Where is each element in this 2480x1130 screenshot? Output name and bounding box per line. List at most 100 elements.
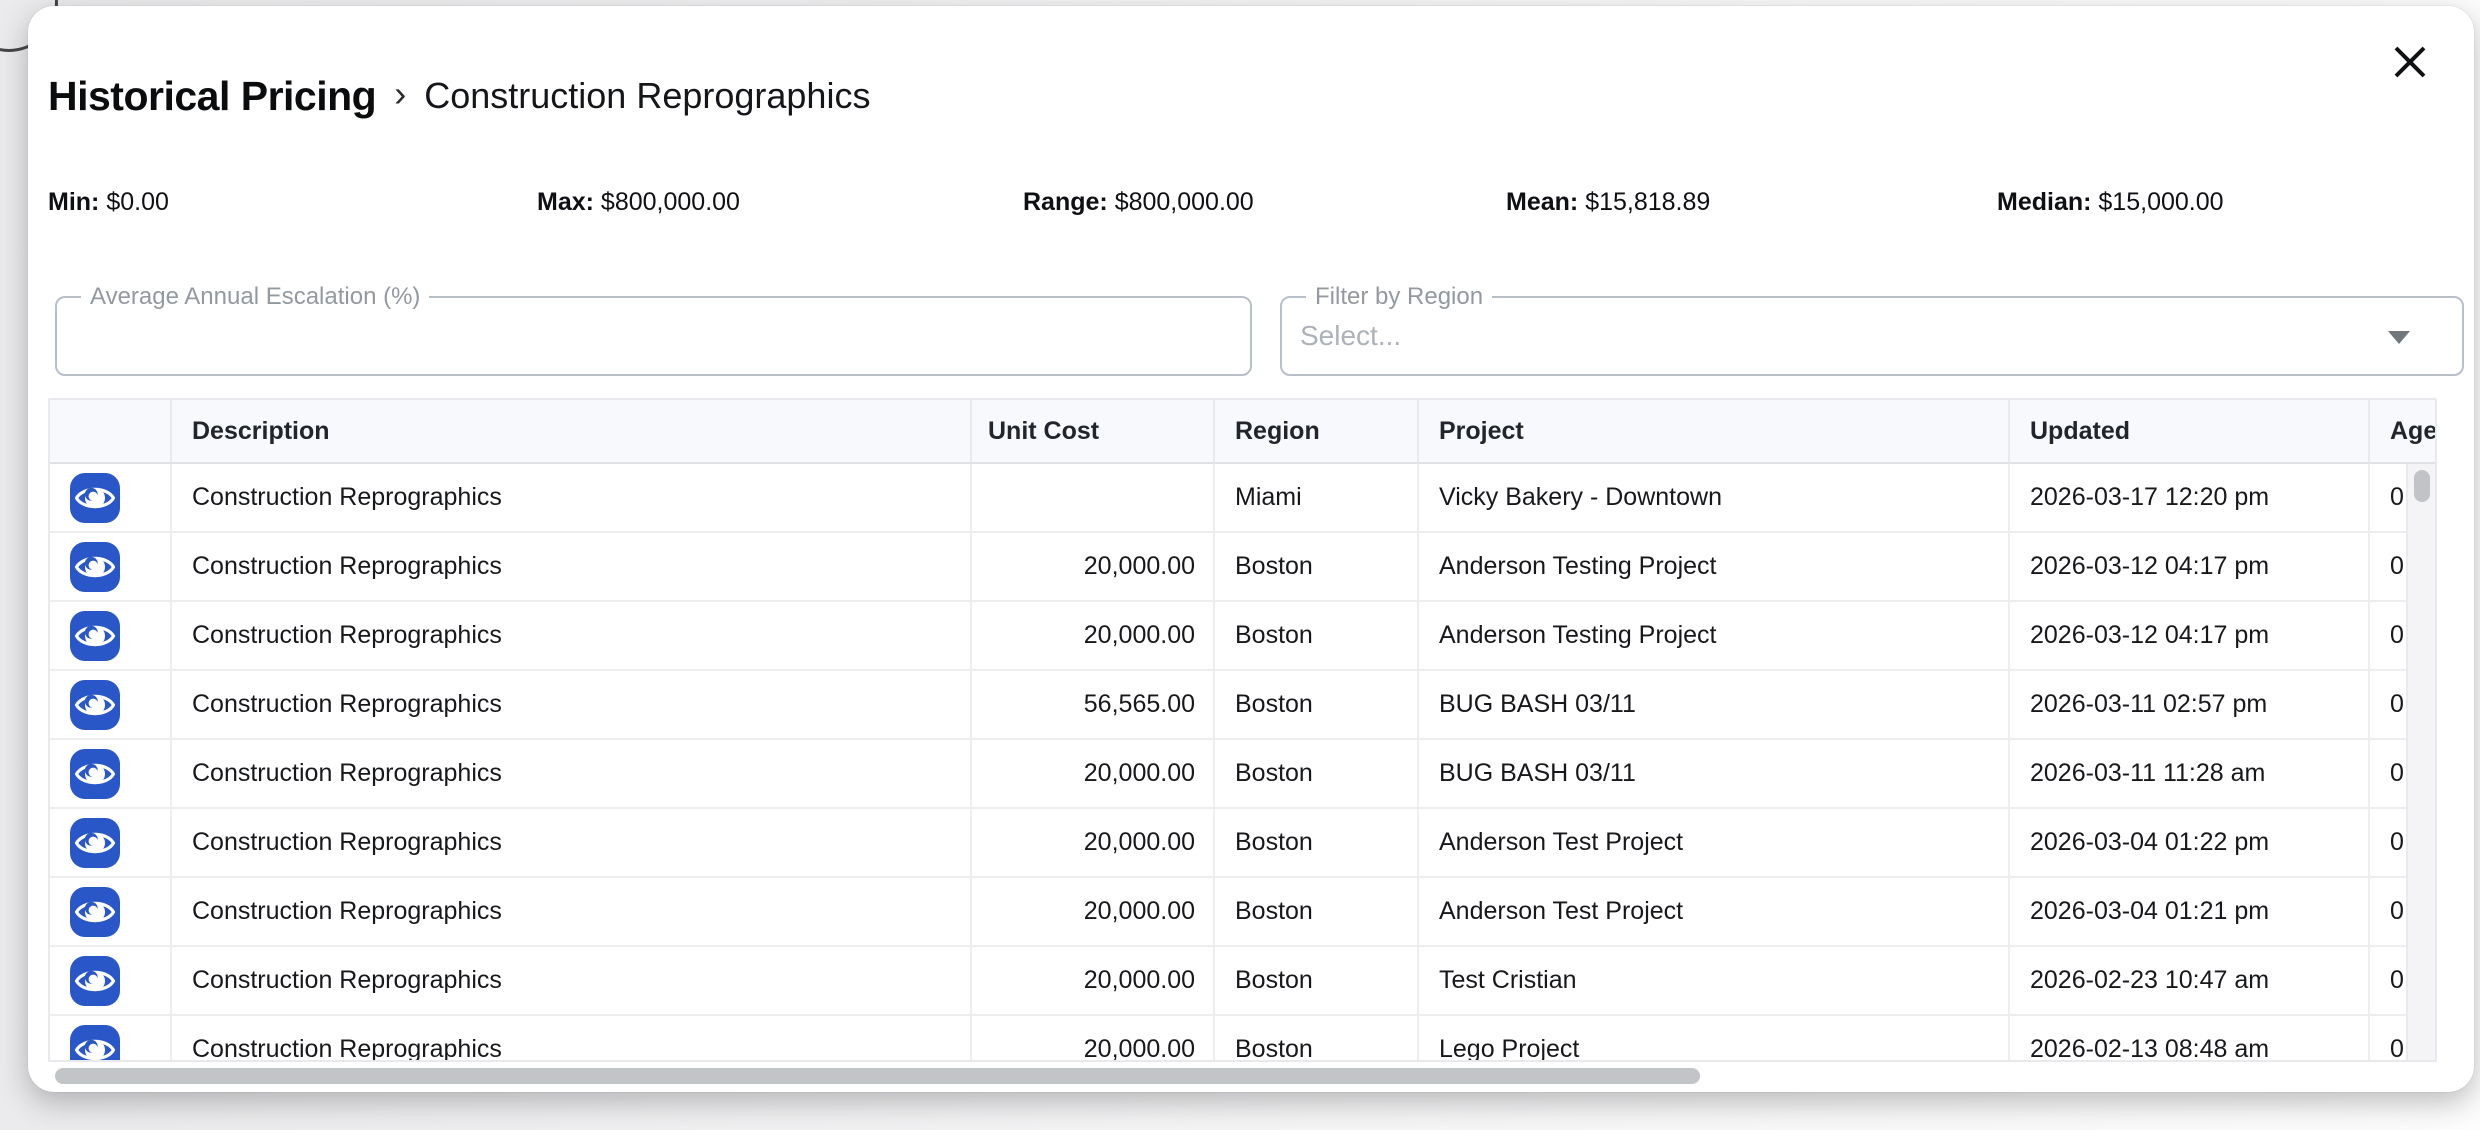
cell-unit-cost: 20,000.00 xyxy=(972,533,1215,602)
stat-median-value: $15,000.00 xyxy=(2098,188,2224,216)
cell-region: Boston xyxy=(1215,1016,1419,1060)
stat-median: Median: $15,000.00 xyxy=(1997,188,2224,217)
eye-icon xyxy=(74,763,116,784)
cell-view xyxy=(50,533,172,602)
cell-description: Construction Reprographics xyxy=(172,878,972,947)
cell-project: Lego Project xyxy=(1419,1016,2010,1060)
region-filter-select[interactable]: Filter by Region Select... xyxy=(1280,283,2464,376)
page-title: Historical Pricing xyxy=(48,72,377,119)
vertical-scrollbar[interactable] xyxy=(2414,470,2430,502)
close-icon xyxy=(2394,46,2426,78)
table-row: Construction Reprographics 20,000.00 Bos… xyxy=(50,809,2435,878)
cell-updated: 2026-02-23 10:47 am xyxy=(2010,947,2370,1016)
view-row-button[interactable] xyxy=(70,610,120,661)
cell-updated: 2026-03-12 04:17 pm xyxy=(2010,533,2370,602)
table-header-row: Description Unit Cost Region Project Upd… xyxy=(50,400,2435,464)
cell-description: Construction Reprographics xyxy=(172,533,972,602)
eye-icon xyxy=(74,556,116,577)
table-row: Construction Reprographics 20,000.00 Bos… xyxy=(50,878,2435,947)
table-body: Construction Reprographics Miami Vicky B… xyxy=(50,464,2435,1060)
cell-updated: 2026-03-12 04:17 pm xyxy=(2010,602,2370,671)
stat-min-label: Min: xyxy=(48,188,100,216)
col-header-updated: Updated xyxy=(2010,400,2370,464)
cell-view xyxy=(50,947,172,1016)
eye-icon xyxy=(74,832,116,853)
region-filter-placeholder: Select... xyxy=(1300,320,1402,351)
cell-region: Boston xyxy=(1215,533,1419,602)
view-row-button[interactable] xyxy=(70,679,120,730)
cell-updated: 2026-03-11 02:57 pm xyxy=(2010,671,2370,740)
cell-project: BUG BASH 03/11 xyxy=(1419,740,2010,809)
cell-region: Boston xyxy=(1215,809,1419,878)
eye-icon xyxy=(74,901,116,922)
eye-icon xyxy=(74,1039,116,1060)
cell-project: Vicky Bakery - Downtown xyxy=(1419,464,2010,533)
breadcrumb-separator: › xyxy=(394,73,407,114)
cell-view xyxy=(50,1016,172,1060)
table-row: Construction Reprographics 56,565.00 Bos… xyxy=(50,671,2435,740)
eye-icon xyxy=(74,694,116,715)
eye-icon xyxy=(74,487,116,508)
cell-view xyxy=(50,602,172,671)
cell-unit-cost: 20,000.00 xyxy=(972,602,1215,671)
stat-range-label: Range: xyxy=(1023,188,1108,216)
stat-range-value: $800,000.00 xyxy=(1114,188,1254,216)
col-header-view xyxy=(50,400,172,464)
eye-icon xyxy=(74,625,116,646)
cell-project: Anderson Test Project xyxy=(1419,878,2010,947)
cell-description: Construction Reprographics xyxy=(172,809,972,878)
cell-view xyxy=(50,740,172,809)
view-row-button[interactable] xyxy=(70,955,120,1006)
cell-description: Construction Reprographics xyxy=(172,740,972,809)
cell-region: Boston xyxy=(1215,878,1419,947)
table-row: Construction Reprographics 20,000.00 Bos… xyxy=(50,1016,2435,1060)
cell-description: Construction Reprographics xyxy=(172,671,972,740)
region-filter-label: Filter by Region xyxy=(1306,283,1493,311)
escalation-field[interactable] xyxy=(73,304,1238,368)
table-row: Construction Reprographics 20,000.00 Bos… xyxy=(50,602,2435,671)
view-row-button[interactable] xyxy=(70,1024,120,1060)
view-row-button[interactable] xyxy=(70,472,120,523)
view-row-button[interactable] xyxy=(70,817,120,868)
cell-updated: 2026-03-11 11:28 am xyxy=(2010,740,2370,809)
cell-region: Boston xyxy=(1215,740,1419,809)
pricing-table: Description Unit Cost Region Project Upd… xyxy=(50,400,2435,1060)
table-row: Construction Reprographics 20,000.00 Bos… xyxy=(50,947,2435,1016)
cell-unit-cost: 20,000.00 xyxy=(972,1016,1215,1060)
cell-description: Construction Reprographics xyxy=(172,947,972,1016)
horizontal-scrollbar[interactable] xyxy=(55,1068,1700,1084)
cell-description: Construction Reprographics xyxy=(172,1016,972,1060)
cell-region: Boston xyxy=(1215,947,1419,1016)
cell-updated: 2026-02-13 08:48 am xyxy=(2010,1016,2370,1060)
historical-pricing-modal: Historical Pricing › Construction Reprog… xyxy=(28,6,2474,1092)
col-header-region: Region xyxy=(1215,400,1419,464)
stat-max-value: $800,000.00 xyxy=(600,188,740,216)
view-row-button[interactable] xyxy=(70,886,120,937)
cell-unit-cost: 20,000.00 xyxy=(972,809,1215,878)
escalation-input-group: Average Annual Escalation (%) xyxy=(55,283,1252,376)
cell-unit-cost: 20,000.00 xyxy=(972,878,1215,947)
cell-view xyxy=(50,671,172,740)
cell-region: Boston xyxy=(1215,602,1419,671)
cell-unit-cost xyxy=(972,464,1215,533)
cell-view xyxy=(50,878,172,947)
view-row-button[interactable] xyxy=(70,748,120,799)
stat-mean-label: Mean: xyxy=(1506,188,1579,216)
cell-description: Construction Reprographics xyxy=(172,464,972,533)
cell-project: Test Cristian xyxy=(1419,947,2010,1016)
cell-unit-cost: 56,565.00 xyxy=(972,671,1215,740)
breadcrumb: Historical Pricing › Construction Reprog… xyxy=(48,68,870,124)
cell-region: Boston xyxy=(1215,671,1419,740)
table-row: Construction Reprographics Miami Vicky B… xyxy=(50,464,2435,533)
close-button[interactable] xyxy=(2388,40,2432,84)
view-row-button[interactable] xyxy=(70,541,120,592)
cell-region: Miami xyxy=(1215,464,1419,533)
stat-min: Min: $0.00 xyxy=(48,188,169,217)
cell-project: Anderson Testing Project xyxy=(1419,533,2010,602)
cell-updated: 2026-03-17 12:20 pm xyxy=(2010,464,2370,533)
stat-mean-value: $15,818.89 xyxy=(1585,188,1711,216)
cell-unit-cost: 20,000.00 xyxy=(972,740,1215,809)
col-header-unit-cost: Unit Cost xyxy=(972,400,1215,464)
cell-view xyxy=(50,464,172,533)
